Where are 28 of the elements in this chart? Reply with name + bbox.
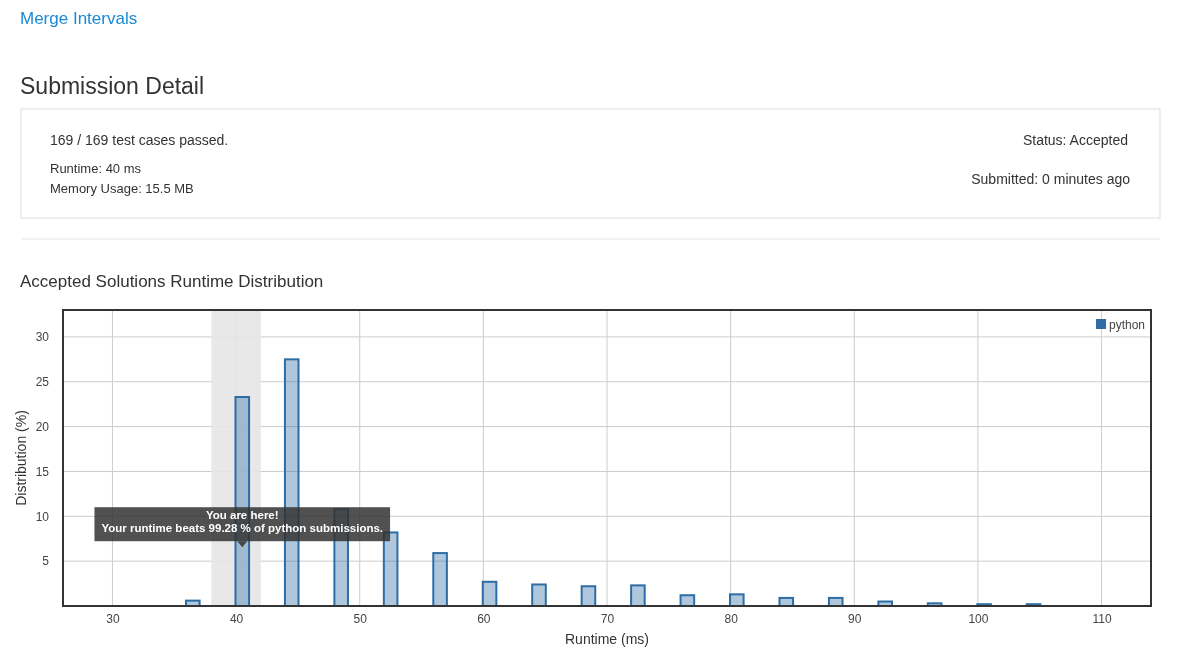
text: Status: Accepted xyxy=(1022,132,1128,148)
x-tick-label: 60 xyxy=(477,611,491,626)
y-tick-label: 10 xyxy=(35,509,50,524)
y-axis-title: Distribution (%) xyxy=(13,410,29,506)
x-tick-label: 80 xyxy=(724,611,739,626)
x-tick-label: 40 xyxy=(229,611,244,626)
x-tick-label: 70 xyxy=(600,611,615,626)
x-tick-label: 30 xyxy=(106,611,120,626)
text: Memory Usage: 15.5 MB xyxy=(50,181,194,196)
y-tick-label: 5 xyxy=(42,554,50,569)
chart-title: Accepted Solutions Runtime Distribution xyxy=(20,272,324,291)
text: 169 / 169 test cases passed. xyxy=(50,132,229,148)
y-tick-label: 30 xyxy=(35,330,50,345)
annotation: You are here! Your runtime beats 99.28 % of python submissions. xyxy=(101,509,384,535)
text: Merge Intervals xyxy=(20,9,138,28)
x-axis-title: Runtime (ms) xyxy=(564,631,650,647)
text: Submitted: 0 minutes ago xyxy=(971,171,1131,187)
tooltip: You are here! Your runtime beats 99.28 % of python submissions. xyxy=(94,507,391,548)
x-tick-label: 110 xyxy=(1092,611,1112,626)
y-tick-label: 15 xyxy=(35,464,50,479)
text: Runtime: 40 ms xyxy=(50,161,142,176)
x-tick-label: 100 xyxy=(968,611,989,626)
y-tick-label: 20 xyxy=(35,419,50,434)
text: Submission Detail xyxy=(20,73,205,99)
x-tick-label: 50 xyxy=(353,611,368,626)
y-tick-label: 25 xyxy=(35,375,50,390)
legend-label: python xyxy=(1109,318,1146,332)
x-tick-label: 90 xyxy=(848,611,862,626)
